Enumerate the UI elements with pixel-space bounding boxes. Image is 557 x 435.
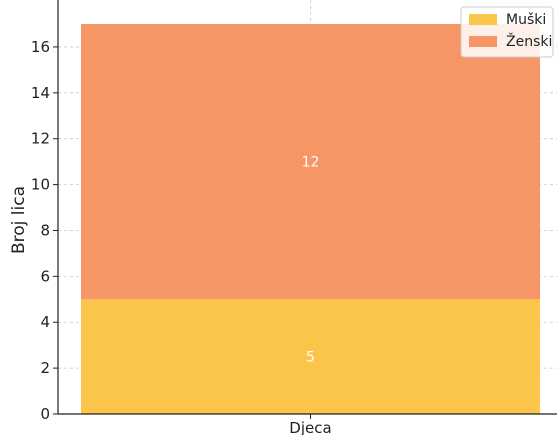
y-tick-label: 8 <box>40 221 50 239</box>
bar-value-label: 12 <box>302 155 320 171</box>
data-labels: 5 12 <box>302 155 320 366</box>
bar-segment <box>81 299 540 414</box>
legend-label: Ženski <box>506 32 552 50</box>
bar-segment <box>81 24 540 300</box>
y-axis-label: Broj lica <box>9 186 29 254</box>
bars <box>81 24 540 414</box>
x-ticks: Djeca <box>289 414 332 435</box>
bar-value-label: 5 <box>306 350 315 366</box>
y-tick-label: 10 <box>31 176 50 194</box>
axes <box>57 0 557 415</box>
y-tick-label: 12 <box>31 130 50 148</box>
y-tick-label: 6 <box>40 267 50 285</box>
y-tick-label: 4 <box>40 313 50 331</box>
x-tick-label: Djeca <box>289 419 331 435</box>
legend-swatch <box>469 36 497 47</box>
y-tick-label: 2 <box>40 359 50 377</box>
y-tick-label: 14 <box>31 84 50 102</box>
legend: Muški Ženski <box>460 6 554 58</box>
y-tick-label: 0 <box>40 405 50 423</box>
y-ticks: 0 2 4 6 8 10 12 14 16 <box>31 38 58 423</box>
legend-swatch <box>469 14 497 25</box>
y-tick-label: 16 <box>31 38 50 56</box>
legend-label: Muški <box>506 12 546 28</box>
